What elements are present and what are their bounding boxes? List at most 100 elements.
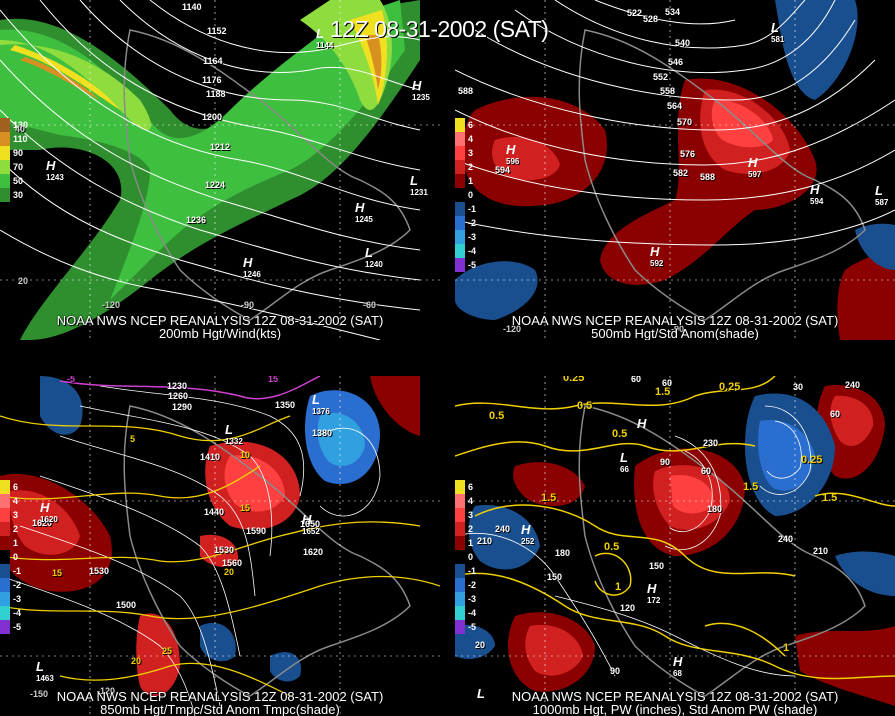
legend-row: -3 <box>455 592 495 606</box>
lon-label: -90 <box>241 300 255 310</box>
legend-value: 6 <box>468 482 474 492</box>
contour-label: 1164 <box>203 56 223 66</box>
contour-label: 60 <box>701 466 712 476</box>
legend-swatch <box>0 522 10 536</box>
pw-label: 0.25 <box>719 381 741 393</box>
contour-label: 30 <box>793 382 804 392</box>
lat-lon-grid <box>455 376 895 716</box>
legend-value: -5 <box>468 622 477 632</box>
legend-row: 6 <box>455 480 495 494</box>
legend-value: 3 <box>468 148 474 158</box>
anom-shade-pos5 <box>370 376 420 436</box>
caption-line1: NOAA NWS NCEP REANALYSIS 12Z 08-31-2002 … <box>511 313 839 328</box>
legend-200mb: 130 110 90 70 50 30 <box>0 118 40 202</box>
contour-label: 564 <box>667 101 683 111</box>
contour-label: 552 <box>653 72 669 82</box>
high-marker: H 1652 <box>302 512 320 536</box>
legend-row: 3 <box>0 508 40 522</box>
contour-label: 540 <box>675 38 691 48</box>
low-marker: L 1231 <box>410 173 428 197</box>
high-value: 1620 <box>40 515 58 524</box>
legend-value: 4 <box>468 496 474 506</box>
lon-label: -60 <box>363 300 377 310</box>
legend-row: -4 <box>0 606 40 620</box>
high-marker: H 1620 <box>40 500 58 524</box>
coastline <box>578 405 866 697</box>
lon-label: -120 <box>102 300 121 310</box>
legend-value: 4 <box>468 134 474 144</box>
legend-row: -1 <box>455 564 495 578</box>
legend-value: 30 <box>13 190 24 200</box>
contour-label: 150 <box>547 572 563 582</box>
high-marker: H 1235 <box>412 78 430 102</box>
legend-swatch <box>0 132 10 146</box>
high-marker: H <box>637 416 647 431</box>
contour-label: 1560 <box>222 558 243 568</box>
legend-row: 3 <box>455 146 495 160</box>
legend-swatch <box>0 578 10 592</box>
pw-label: 1.5 <box>655 386 671 398</box>
lat-lon-grid <box>0 0 440 340</box>
pw-label: 1 <box>615 581 622 593</box>
anom-shade-neg2 <box>758 420 815 491</box>
caption-line2: 500mb Hgt/Std Anom(shade) <box>591 326 759 341</box>
caption-line1: NOAA NWS NCEP REANALYSIS 12Z 08-31-2002 … <box>511 689 839 704</box>
wind-shade-90 <box>10 45 120 110</box>
legend-swatch <box>455 480 465 494</box>
high-value: 1245 <box>355 215 373 224</box>
legend-swatch <box>0 606 10 620</box>
anom-shade-neg5 <box>270 652 301 682</box>
legend-swatch <box>0 118 10 132</box>
contour-label: 594 <box>495 165 511 175</box>
legend-value: 6 <box>468 120 474 130</box>
pw-label: 0.5 <box>489 410 505 422</box>
anom-shade-neg2 <box>317 412 365 466</box>
legend-row: -5 <box>455 620 495 634</box>
contour-label: 180 <box>555 548 571 558</box>
low-value: 581 <box>771 35 785 44</box>
legend-swatch <box>0 146 10 160</box>
contour-label: 60 <box>631 376 642 384</box>
high-marker: H 592 <box>650 244 664 268</box>
anom-shade-pos6 <box>837 250 895 340</box>
legend-swatch <box>0 174 10 188</box>
legend-value: 70 <box>13 162 24 172</box>
legend-value: 130 <box>13 120 29 130</box>
low-value: 587 <box>875 198 889 207</box>
high-marker: H 1246 <box>243 255 261 279</box>
legend-swatch <box>0 188 10 202</box>
legend-swatch <box>0 564 10 578</box>
anom-shade-pos8 <box>795 626 895 706</box>
contour-label: 1230 <box>167 381 188 391</box>
legend-value: 90 <box>13 148 24 158</box>
caption-line2: 200mb Hgt/Wind(kts) <box>158 326 282 341</box>
legend-row: 4 <box>0 494 40 508</box>
legend-value: 2 <box>468 162 474 172</box>
low-value: 1231 <box>410 188 428 197</box>
high-value: 172 <box>647 596 661 605</box>
legend-row: -5 <box>455 258 495 272</box>
legend-swatch <box>455 174 465 188</box>
legend-swatch <box>455 160 465 174</box>
temp-label: 20 <box>224 567 235 577</box>
legend-swatch <box>455 202 465 216</box>
legend-value: -3 <box>468 594 477 604</box>
high-value: 68 <box>673 669 682 678</box>
contour-label: 90 <box>610 666 621 676</box>
temp-label: 5 <box>130 434 136 444</box>
pw-label: 0.25 <box>563 376 585 384</box>
legend-row: 4 <box>455 494 495 508</box>
low-marker: L 581 <box>771 20 785 44</box>
pw-label: 1.5 <box>822 492 838 504</box>
legend-row: 90 <box>0 146 40 160</box>
anom-shade-neg1 <box>775 0 858 100</box>
lon-label: -90 <box>671 324 685 334</box>
contour-label: 1236 <box>186 215 207 225</box>
contour-label: 1530 <box>89 566 110 576</box>
legend-row: 2 <box>455 522 495 536</box>
legend-row: -2 <box>0 578 40 592</box>
low-value: 1376 <box>312 407 330 416</box>
legend-value: 110 <box>13 134 28 144</box>
high-value: 1652 <box>302 527 320 536</box>
anom-shade-neg2 <box>455 261 538 320</box>
